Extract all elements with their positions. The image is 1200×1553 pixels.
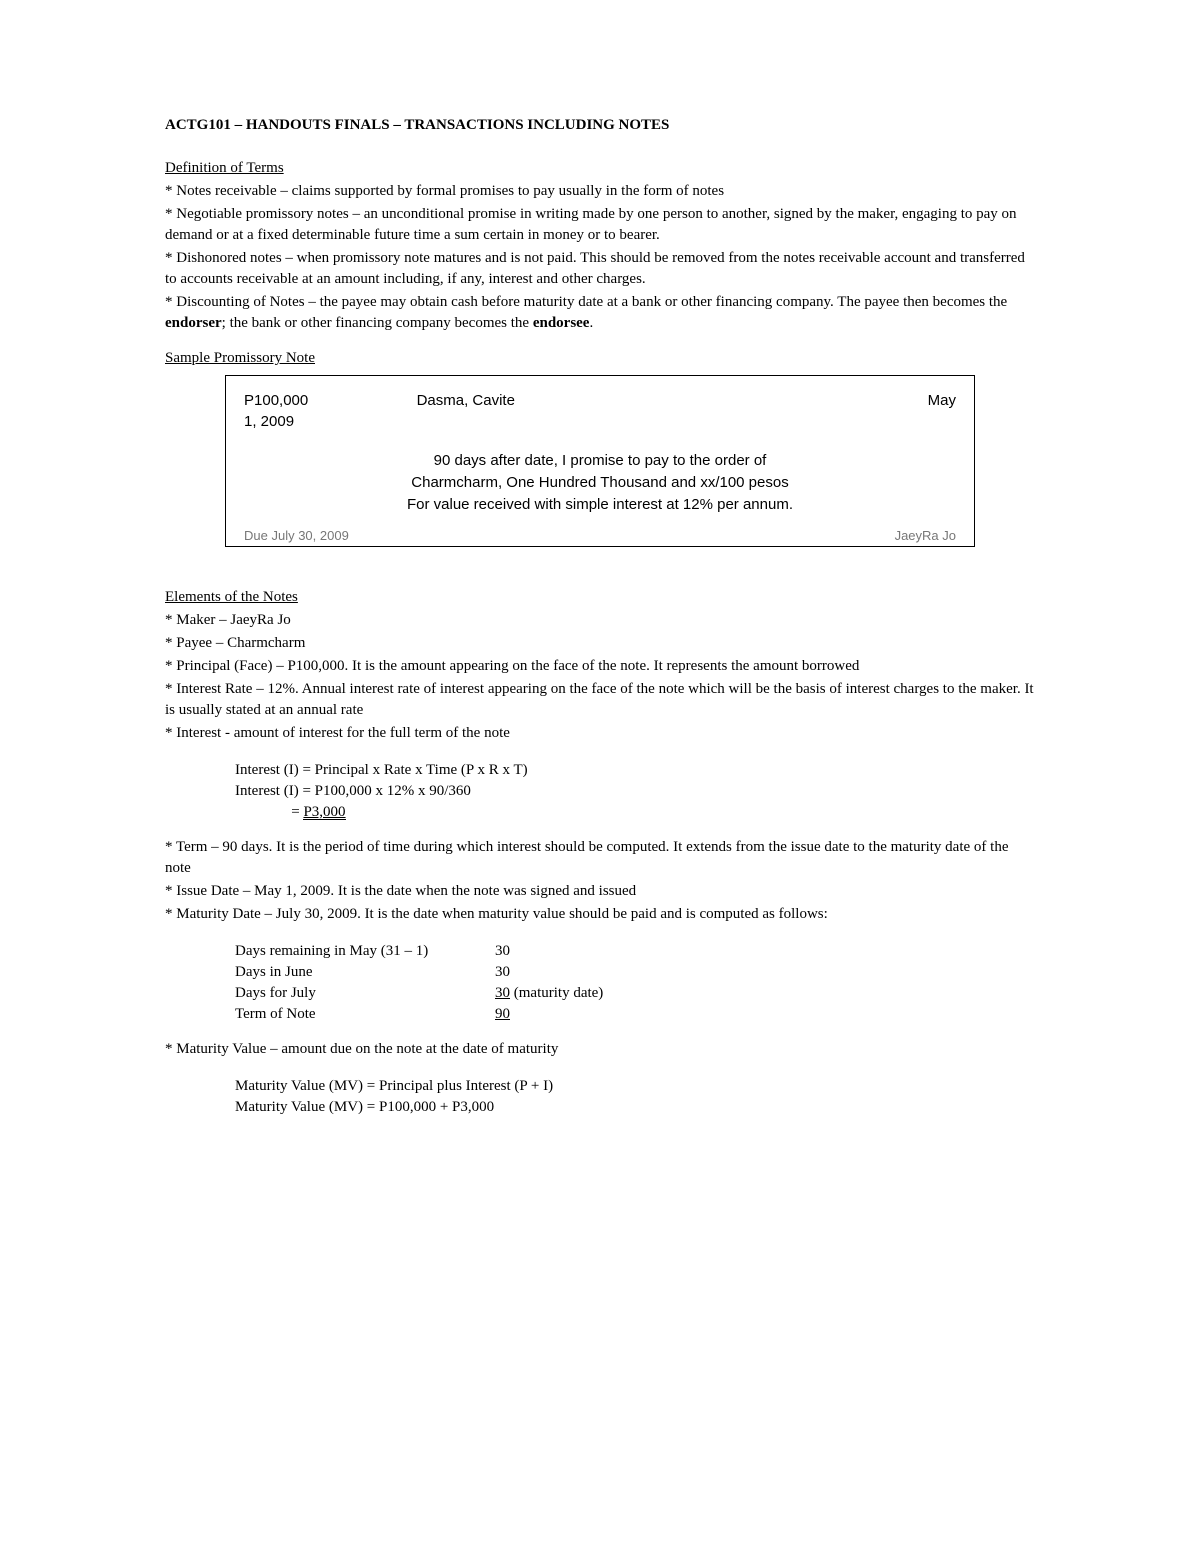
mv-line-2: Maturity Value (MV) = P100,000 + P3,000: [235, 1097, 1035, 1118]
page-title: ACTG101 – HANDOUTS FINALS – TRANSACTIONS…: [165, 115, 1035, 136]
calc-line-1: Interest (I) = Principal x Rate x Time (…: [235, 760, 1035, 781]
calc-result: P3,000: [303, 805, 345, 820]
text: * Discounting of Notes – the payee may o…: [165, 294, 1007, 310]
elem-maturity-value: * Maturity Value – amount due on the not…: [165, 1039, 1035, 1060]
note-line-3: For value received with simple interest …: [244, 494, 956, 516]
table-row: Term of Note 90: [235, 1004, 1035, 1025]
note-footer: Due July 30, 2009 JaeyRa Jo: [244, 527, 956, 545]
row-value: 90: [495, 1004, 510, 1025]
document-page: ACTG101 – HANDOUTS FINALS – TRANSACTIONS…: [165, 0, 1035, 1198]
definitions-block: Definition of Terms * Notes receivable –…: [165, 158, 1035, 334]
endorsee-bold: endorsee: [533, 315, 590, 331]
note-amount: P100,000: [244, 392, 308, 409]
maturity-value-calc: Maturity Value (MV) = Principal plus Int…: [235, 1076, 1035, 1118]
definitions-heading: Definition of Terms: [165, 158, 1035, 179]
elem-interest: * Interest - amount of interest for the …: [165, 723, 1035, 744]
elem-interest-rate: * Interest Rate – 12%. Annual interest r…: [165, 679, 1035, 721]
mv-line-1: Maturity Value (MV) = Principal plus Int…: [235, 1076, 1035, 1097]
row-value: 30: [495, 962, 510, 983]
elements-heading: Elements of the Notes: [165, 587, 1035, 608]
elem-maturity-date: * Maturity Date – July 30, 2009. It is t…: [165, 904, 1035, 925]
elem-issue-date: * Issue Date – May 1, 2009. It is the da…: [165, 881, 1035, 902]
elem-principal: * Principal (Face) – P100,000. It is the…: [165, 656, 1035, 677]
elem-term: * Term – 90 days. It is the period of ti…: [165, 837, 1035, 879]
note-amount-and-date: P100,000 Dasma, Cavite: [244, 390, 515, 411]
maturity-table: Days remaining in May (31 – 1) 30 Days i…: [235, 941, 1035, 1025]
row-label: Days in June: [235, 962, 495, 983]
calc-line-2: Interest (I) = P100,000 x 12% x 90/360: [235, 781, 1035, 802]
def-notes-receivable: * Notes receivable – claims supported by…: [165, 181, 1035, 202]
text: .: [589, 315, 593, 331]
note-line-2: Charmcharm, One Hundred Thousand and xx/…: [244, 472, 956, 494]
note-due: Due July 30, 2009: [244, 527, 349, 545]
note-place: Dasma, Cavite: [417, 392, 515, 409]
calc-line-3: = P3,000: [235, 802, 1035, 823]
row-value: 30: [495, 941, 510, 962]
elem-maker: * Maker – JaeyRa Jo: [165, 610, 1035, 631]
table-row: Days in June 30: [235, 962, 1035, 983]
interest-calculation: Interest (I) = Principal x Rate x Time (…: [235, 760, 1035, 823]
sample-note-heading: Sample Promissory Note: [165, 348, 1035, 369]
def-discounting-notes: * Discounting of Notes – the payee may o…: [165, 292, 1035, 334]
note-body: 90 days after date, I promise to pay to …: [244, 450, 956, 515]
note-month: May: [928, 390, 956, 411]
row-label: Days remaining in May (31 – 1): [235, 941, 495, 962]
table-row: Days remaining in May (31 – 1) 30: [235, 941, 1035, 962]
table-row: Days for July 30 (maturity date): [235, 983, 1035, 1004]
row-label: Days for July: [235, 983, 495, 1004]
note-date-continued: 1, 2009: [244, 411, 956, 432]
note-signer: JaeyRa Jo: [895, 527, 956, 545]
note-header-row: P100,000 Dasma, Cavite May: [244, 390, 956, 411]
elem-payee: * Payee – Charmcharm: [165, 633, 1035, 654]
text: ; the bank or other financing company be…: [222, 315, 533, 331]
promissory-note-box: P100,000 Dasma, Cavite May 1, 2009 90 da…: [225, 375, 975, 547]
calc-prefix: =: [235, 804, 303, 820]
def-dishonored-notes: * Dishonored notes – when promissory not…: [165, 248, 1035, 290]
note-line-1: 90 days after date, I promise to pay to …: [244, 450, 956, 472]
endorser-bold: endorser: [165, 315, 222, 331]
def-negotiable-notes: * Negotiable promissory notes – an uncon…: [165, 204, 1035, 246]
row-label: Term of Note: [235, 1004, 495, 1025]
row-value: 30 (maturity date): [495, 983, 603, 1004]
